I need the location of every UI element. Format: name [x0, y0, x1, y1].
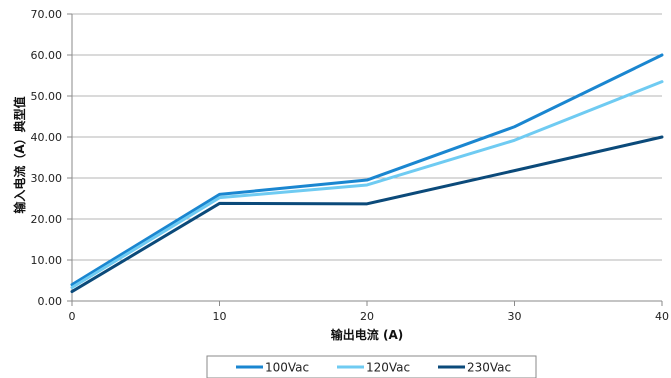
y-tick-label: 50.00: [31, 90, 63, 103]
y-tick-label: 10.00: [31, 254, 63, 267]
x-tick-label: 30: [508, 310, 522, 323]
axes: [71, 14, 663, 306]
legend: 100Vac 120Vac 230Vac: [206, 355, 537, 378]
x-tick-label: 0: [69, 310, 76, 323]
series-line-230Vac: [70, 135, 664, 294]
x-tick-label: 40: [655, 310, 669, 323]
x-tick-label: 10: [213, 310, 227, 323]
legend-label-230Vac: 230Vac: [467, 361, 511, 375]
y-tick-label: 20.00: [31, 213, 63, 226]
series-lines: [70, 53, 664, 294]
legend-label-120Vac: 120Vac: [366, 361, 410, 375]
legend-label-100Vac: 100Vac: [265, 361, 309, 375]
y-tick-label: 30.00: [31, 172, 63, 185]
series-line-120Vac: [70, 80, 664, 289]
y-tick-labels: 0.00 10.00 20.00 30.00 40.00 50.00 60.00 70.00: [31, 8, 63, 308]
series-line-100Vac: [70, 53, 664, 287]
x-axis-label: 输出电流 (A): [331, 327, 403, 342]
grid-lines: [67, 13, 662, 302]
y-tick-label: 60.00: [31, 49, 63, 62]
x-tick-labels: 0 10 20 30 40: [69, 310, 670, 323]
y-tick-label: 70.00: [31, 8, 63, 21]
y-axis-label: 输入电流（A）典型值: [12, 96, 27, 213]
y-tick-label: 0.00: [38, 295, 63, 308]
y-tick-label: 40.00: [31, 131, 63, 144]
legend-box: [206, 355, 537, 378]
x-tick-label: 20: [360, 310, 374, 323]
